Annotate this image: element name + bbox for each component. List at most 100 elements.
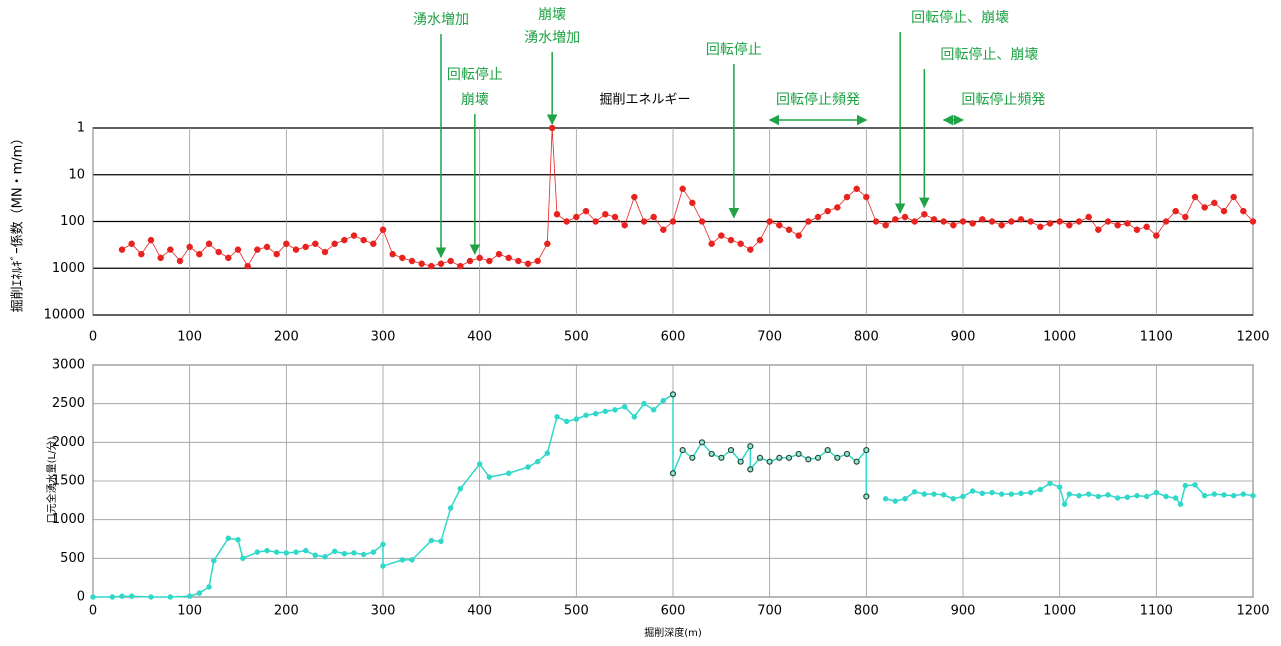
data-point: [505, 254, 512, 262]
data-point: [225, 254, 232, 262]
data-point: [814, 454, 822, 461]
data-point: [1230, 492, 1237, 499]
data-point: [225, 535, 232, 541]
data-point: [1250, 492, 1256, 499]
data-point: [312, 240, 319, 248]
data-point: [1046, 220, 1054, 227]
data-point: [293, 549, 299, 555]
data-point: [379, 226, 387, 233]
data-point: [548, 124, 556, 132]
annotation: 回転停止、崩壊: [940, 46, 1038, 63]
data-point: [573, 213, 580, 221]
data-point: [708, 450, 715, 458]
data-point: [554, 414, 560, 420]
data-point: [254, 549, 261, 555]
x-tick-label: 400: [467, 604, 492, 619]
data-point: [1105, 492, 1111, 498]
data-point: [1124, 494, 1131, 500]
data-point: [138, 250, 145, 258]
y-axis-label: 口元全湧水量(L/分): [45, 437, 58, 524]
data-point: [921, 491, 928, 497]
data-point: [283, 240, 290, 248]
data-point: [747, 466, 754, 473]
x-tick-label: 300: [371, 330, 396, 345]
data-point: [1201, 204, 1208, 211]
data-point: [254, 246, 261, 253]
data-point: [524, 260, 532, 267]
data-point: [737, 240, 744, 248]
data-point: [1008, 491, 1015, 497]
data-point: [553, 211, 561, 218]
data-point: [940, 218, 947, 225]
data-point: [515, 257, 522, 265]
data-point: [1085, 213, 1092, 221]
data-point: [418, 260, 425, 267]
data-point: [186, 593, 193, 599]
y-tick-label: 1000: [52, 512, 85, 527]
x-tick-label: 800: [854, 604, 879, 619]
data-point: [264, 547, 270, 554]
data-point: [525, 464, 531, 470]
data-point: [360, 551, 367, 558]
data-point: [679, 446, 686, 454]
x-tick-label: 1200: [1236, 330, 1269, 345]
data-point: [950, 221, 957, 229]
data-point: [447, 257, 454, 265]
data-point: [795, 232, 802, 239]
data-point: [1095, 226, 1102, 233]
data-point: [534, 257, 541, 265]
data-point: [969, 488, 976, 494]
x-tick-label: 300: [371, 604, 396, 619]
data-point: [1075, 218, 1083, 225]
data-point: [998, 221, 1005, 229]
data-point: [205, 240, 213, 248]
data-point: [1163, 493, 1169, 500]
data-point: [119, 593, 125, 599]
x-axis-label: 掘削深度(m): [644, 626, 702, 639]
annotation: 回転停止頻発: [776, 91, 860, 108]
data-point: [486, 474, 493, 480]
data-point: [853, 185, 860, 193]
data-point: [911, 218, 918, 225]
data-point: [1037, 223, 1044, 231]
data-point: [1182, 482, 1189, 489]
data-point: [409, 557, 415, 563]
data-point: [766, 458, 773, 465]
data-point: [1133, 226, 1141, 233]
y-tick-label: 0: [77, 590, 85, 605]
data-point: [206, 584, 212, 590]
data-point: [1056, 218, 1063, 225]
data-point: [1061, 501, 1068, 507]
data-point: [669, 391, 677, 398]
data-point: [331, 548, 338, 555]
data-point: [457, 485, 464, 492]
data-point: [234, 246, 242, 253]
x-tick-label: 0: [89, 330, 97, 345]
data-point: [1230, 193, 1237, 201]
data-point: [727, 446, 735, 454]
data-point: [240, 555, 246, 562]
data-point: [244, 262, 251, 270]
data-point: [1143, 493, 1150, 500]
data-point: [428, 537, 435, 544]
data-point: [689, 454, 696, 461]
data-point: [892, 216, 899, 223]
data-point: [843, 193, 851, 201]
annotation: 回転停止頻発: [961, 91, 1045, 108]
data-point: [989, 489, 995, 496]
data-point: [892, 498, 899, 504]
data-point: [283, 550, 290, 556]
x-tick-label: 600: [661, 604, 686, 619]
data-point: [1027, 489, 1034, 496]
annotation: 崩壊: [538, 7, 566, 23]
data-point: [940, 492, 947, 498]
data-point: [196, 250, 203, 258]
data-point: [1182, 213, 1189, 221]
data-point: [235, 537, 241, 543]
data-point: [370, 549, 377, 555]
data-point: [263, 243, 271, 251]
data-point: [1211, 199, 1218, 207]
data-point: [360, 236, 367, 244]
data-point: [602, 211, 609, 218]
data-point: [872, 218, 880, 225]
